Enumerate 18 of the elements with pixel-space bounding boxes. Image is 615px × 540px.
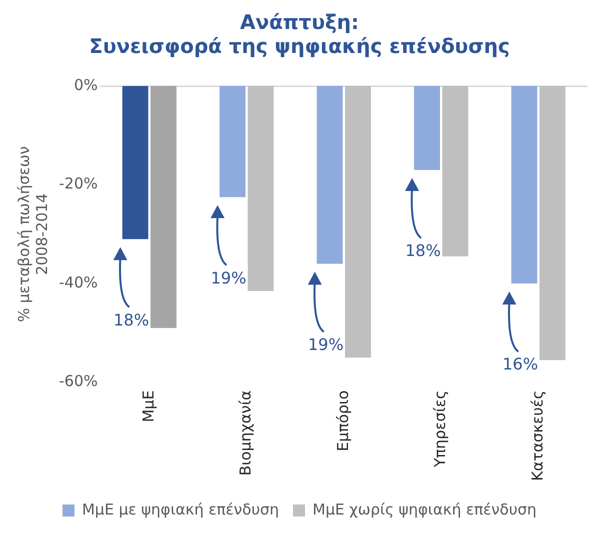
- y-tick-label: 0%: [74, 76, 98, 94]
- y-axis-title: % μεταβολή πωλήσεων 2008-2014: [14, 146, 51, 322]
- x-tick-label: Εμπόριο: [334, 390, 352, 452]
- legend-label: ΜμΕ με ψηφιακή επένδυση: [82, 500, 280, 518]
- annotation: 16%: [502, 354, 538, 374]
- legend-label: ΜμΕ χωρίς ψηφιακή επένδυση: [312, 500, 537, 518]
- x-tick-label: ΜμΕ: [139, 390, 158, 422]
- annotation: 19%: [308, 334, 344, 354]
- y-tick-label: -20%: [58, 174, 98, 193]
- x-tick-label: Βιομηχανία: [236, 390, 255, 476]
- annotation: 18%: [113, 310, 150, 330]
- chart-title: Ανάπτυξη: Συνεισφορά της ψηφιακής επένδυσης: [89, 10, 510, 58]
- x-tick-label: Κατασκευές: [528, 390, 546, 482]
- y-tick-label: -40%: [58, 273, 98, 292]
- y-tick-label: -60%: [58, 372, 98, 390]
- annotation: 18%: [405, 241, 441, 260]
- x-tick-label: Υπηρεσίες: [431, 390, 450, 468]
- annotation: 19%: [210, 268, 246, 288]
